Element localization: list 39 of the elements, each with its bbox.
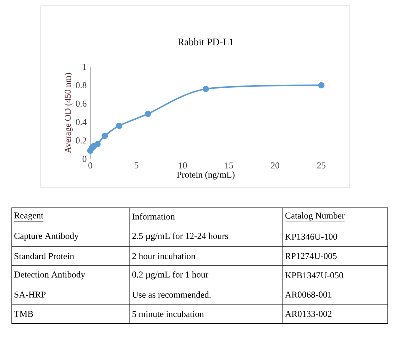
text: TMB: [14, 311, 34, 318]
y-tick-label: 0.2: [76, 138, 87, 144]
text: Use as recommended.: [132, 292, 211, 298]
y-tick-label: 0.6: [76, 100, 87, 107]
point: [202, 86, 210, 92]
point: [116, 122, 123, 130]
point: [102, 132, 108, 140]
y-tick-label: 0.8: [76, 82, 87, 89]
point: [94, 141, 101, 148]
text: Catalog Number: [286, 212, 345, 221]
x-tick-label: 5: [135, 162, 139, 169]
point: [145, 110, 152, 118]
text: Information: [132, 213, 176, 220]
x-tick-label: 25: [317, 162, 326, 169]
text: Capture Antibody: [14, 232, 79, 242]
text: Detection Antibody: [14, 271, 86, 280]
text: 2 hour incubation: [132, 253, 196, 260]
x-tick-label: 15: [225, 162, 234, 169]
y-tick-label: 0: [82, 156, 87, 162]
x-tick-label: 20: [271, 162, 280, 169]
text: KP1346U-100: [285, 234, 338, 240]
text: AR0068-001: [285, 292, 332, 298]
text: Standard Protein: [14, 253, 74, 260]
text: AR0133-002: [285, 311, 332, 318]
x-tick-label: 0: [88, 162, 92, 169]
text: 2.5 µg/mL for 12-24 hours: [132, 232, 228, 242]
point: [318, 82, 325, 89]
x-tick-label: 10: [179, 162, 188, 169]
chart-title: Rabbit PD-L1: [178, 38, 234, 46]
x-axis-title: Protein (ng/mL): [177, 172, 235, 180]
y-tick-label: 0.4: [76, 119, 87, 126]
text: 0.2 µg/mL for 1 hour: [132, 271, 209, 280]
text: Reagent: [14, 212, 44, 221]
text: SA-HRP: [14, 292, 46, 298]
y-tick-label: 1: [83, 64, 86, 70]
text: RP1274U-005: [285, 253, 337, 260]
y-axis-title: Average OD (450 nm): [64, 73, 73, 154]
text: KPB1347U-050: [285, 272, 344, 279]
text: 5 minute incubation: [132, 310, 204, 318]
